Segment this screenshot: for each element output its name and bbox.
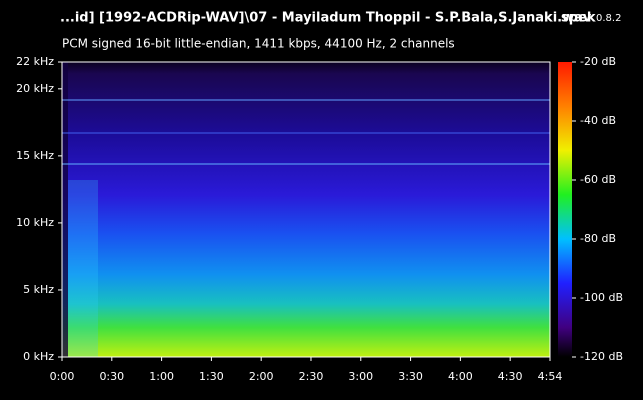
y-tick-label: 15 kHz <box>16 149 54 162</box>
colorbar-tick-label: -60 dB <box>580 173 616 186</box>
x-tick-label: 4:54 <box>538 370 563 383</box>
y-tick-label: 20 kHz <box>16 82 54 95</box>
app-version: 0.8.2 <box>596 13 621 24</box>
spectrogram-intro <box>68 180 98 357</box>
colorbar <box>558 62 572 357</box>
colorbar-tick-label: -100 dB <box>580 291 623 304</box>
x-tick-label: 4:00 <box>448 370 473 383</box>
x-tick-label: 1:30 <box>199 370 224 383</box>
y-tick-label: 22 kHz <box>16 55 54 68</box>
x-tick-label: 0:30 <box>99 370 124 383</box>
spectrogram-dark-start <box>62 62 68 357</box>
colorbar-tick-label: -120 dB <box>580 350 623 363</box>
app-name: spek <box>561 11 596 26</box>
x-tick-label: 3:30 <box>398 370 423 383</box>
file-title: ...id] [1992-ACDRip-WAV]\07 - Mayiladum … <box>60 11 592 26</box>
plot-frame <box>61 61 551 358</box>
colorbar-tick-label: -40 dB <box>580 114 616 127</box>
x-tick-label: 3:00 <box>348 370 373 383</box>
x-tick-label: 0:00 <box>50 370 75 383</box>
colorbar-tick-label: -80 dB <box>580 232 616 245</box>
y-tick-label: 5 kHz <box>23 283 54 296</box>
spectrogram-image <box>62 62 550 357</box>
y-tick-label: 0 kHz <box>23 350 54 363</box>
colorbar-tick-label: -20 dB <box>580 55 616 68</box>
x-tick-label: 2:30 <box>299 370 324 383</box>
audio-info: PCM signed 16-bit little-endian, 1411 kb… <box>62 37 455 51</box>
x-tick-label: 2:00 <box>249 370 274 383</box>
y-tick-label: 10 kHz <box>16 216 54 229</box>
x-tick-label: 4:30 <box>498 370 523 383</box>
spectrogram <box>62 62 550 357</box>
x-tick-label: 1:00 <box>149 370 174 383</box>
